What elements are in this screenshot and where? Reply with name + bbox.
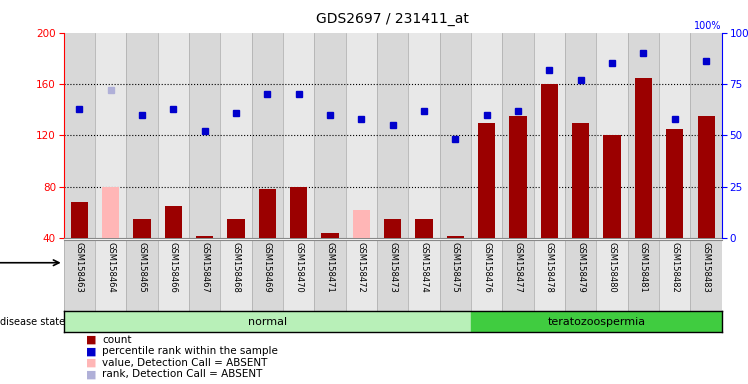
Bar [690,33,722,238]
Text: GSM158483: GSM158483 [702,242,711,293]
Bar [221,33,251,238]
Bar [95,240,126,311]
Bar [503,240,534,311]
Bar [165,206,182,238]
Bar [283,33,314,238]
Text: GSM158473: GSM158473 [388,242,397,293]
Bar [659,33,690,238]
Bar [408,240,440,311]
Text: GSM158478: GSM158478 [545,242,554,293]
Bar [596,33,628,238]
Text: ■: ■ [86,335,96,345]
Bar [251,33,283,238]
Bar [126,33,158,238]
Text: ■: ■ [86,346,96,356]
Bar [503,33,534,238]
Bar [471,33,503,238]
Bar [196,235,213,238]
Bar [440,240,471,311]
Text: GSM158465: GSM158465 [138,242,147,293]
Bar [377,33,408,238]
Text: teratozoospermia: teratozoospermia [548,316,646,327]
Bar [64,311,471,332]
Bar [628,33,659,238]
Bar [478,122,495,238]
Text: GSM158469: GSM158469 [263,242,272,293]
Bar [290,187,307,238]
Bar [64,240,95,311]
Bar [698,116,715,238]
Bar [64,33,95,238]
Bar [322,233,339,238]
Bar [534,240,565,311]
Bar [377,240,408,311]
Bar [690,240,722,311]
Bar [353,210,370,238]
Bar [346,240,377,311]
Bar [251,240,283,311]
Text: 100%: 100% [694,21,722,31]
Bar [346,33,377,238]
Bar [565,33,596,238]
Text: GSM158467: GSM158467 [200,242,209,293]
Text: ■: ■ [86,358,96,368]
Bar [628,240,659,311]
Text: value, Detection Call = ABSENT: value, Detection Call = ABSENT [102,358,268,368]
Text: GDS2697 / 231411_at: GDS2697 / 231411_at [316,12,469,25]
Bar [102,187,119,238]
Bar [565,240,596,311]
Text: count: count [102,335,132,345]
Bar [596,240,628,311]
Text: GSM158464: GSM158464 [106,242,115,293]
Bar [471,311,722,332]
Bar [447,235,464,238]
Text: GSM158482: GSM158482 [670,242,679,293]
Bar [440,33,471,238]
Bar [283,240,314,311]
Text: GSM158470: GSM158470 [294,242,303,293]
Text: GSM158481: GSM158481 [639,242,648,293]
Text: disease state: disease state [0,316,65,327]
Bar [408,33,440,238]
Text: GSM158475: GSM158475 [451,242,460,293]
Bar [95,33,126,238]
Bar [158,33,189,238]
Bar [666,129,684,238]
Bar [314,240,346,311]
Bar [509,116,527,238]
Text: GSM158471: GSM158471 [325,242,334,293]
Text: ■: ■ [86,369,96,379]
Text: GSM158477: GSM158477 [514,242,523,293]
Bar [70,202,88,238]
Text: rank, Detection Call = ABSENT: rank, Detection Call = ABSENT [102,369,263,379]
Bar [158,240,189,311]
Text: percentile rank within the sample: percentile rank within the sample [102,346,278,356]
Text: GSM158468: GSM158468 [231,242,240,293]
Bar [189,240,221,311]
Bar [572,122,589,238]
Bar [259,189,276,238]
Bar [384,219,402,238]
Text: GSM158472: GSM158472 [357,242,366,293]
Text: GSM158466: GSM158466 [169,242,178,293]
Bar [534,33,565,238]
Text: normal: normal [248,316,287,327]
Bar [415,219,432,238]
Bar [659,240,690,311]
Bar [471,240,503,311]
Bar [126,240,158,311]
Bar [314,33,346,238]
Bar [541,84,558,238]
Bar [189,33,221,238]
Bar [133,219,150,238]
Bar [221,240,251,311]
Text: GSM158474: GSM158474 [420,242,429,293]
Bar [227,219,245,238]
Text: GSM158479: GSM158479 [576,242,585,293]
Text: GSM158463: GSM158463 [75,242,84,293]
Bar [604,136,621,238]
Text: GSM158476: GSM158476 [482,242,491,293]
Text: GSM158480: GSM158480 [607,242,616,293]
Bar [635,78,652,238]
